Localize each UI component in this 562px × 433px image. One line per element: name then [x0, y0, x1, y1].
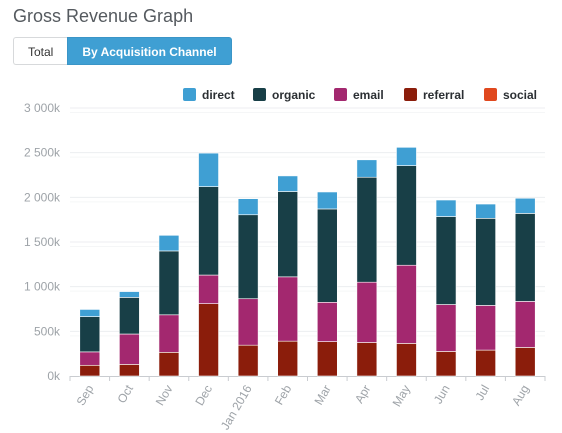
bar-direct[interactable] [475, 203, 496, 219]
bar-referral[interactable] [119, 364, 140, 377]
bar-direct[interactable] [435, 199, 457, 217]
bar-email[interactable] [396, 264, 417, 344]
bar-organic[interactable] [158, 250, 180, 316]
x-tick-label: Aug [509, 383, 532, 408]
legend-label-direct[interactable]: direct [202, 88, 235, 102]
bar-referral[interactable] [79, 364, 101, 377]
bar-referral[interactable] [237, 344, 259, 377]
by-acquisition-channel-button[interactable]: By Acquisition Channel [67, 37, 232, 65]
y-tick-label: 500k [34, 324, 61, 338]
bar-referral[interactable] [435, 351, 457, 377]
y-tick-label: 0k [47, 369, 61, 383]
bar-organic[interactable] [475, 218, 496, 306]
bar-organic[interactable] [396, 165, 417, 266]
bar-direct[interactable] [277, 175, 299, 192]
x-tick-label: Oct [115, 382, 137, 406]
legend-label-referral[interactable]: referral [423, 88, 464, 102]
bar-email[interactable] [277, 276, 299, 342]
bar-organic[interactable] [356, 176, 378, 283]
bar-referral[interactable] [198, 303, 219, 377]
bar-organic[interactable] [79, 316, 101, 353]
x-tick-label: Sep [74, 382, 97, 408]
bar-email[interactable] [119, 333, 140, 365]
bar-direct[interactable] [198, 152, 219, 187]
bar-direct[interactable] [316, 191, 338, 210]
bar-direct[interactable] [396, 147, 417, 166]
bar-email[interactable] [316, 301, 338, 342]
bar-referral[interactable] [475, 349, 496, 377]
x-tick-label: Apr [352, 383, 373, 406]
x-tick-label: Jul [472, 383, 492, 403]
page-title: Gross Revenue Graph [13, 6, 194, 26]
x-tick-label: Jan 2016 [218, 382, 255, 432]
bar-email[interactable] [435, 304, 457, 352]
bar-direct[interactable] [237, 198, 259, 216]
x-tick-label: Jun [431, 383, 453, 407]
x-tick-label: Dec [192, 383, 215, 408]
bar-organic[interactable] [277, 191, 299, 278]
y-tick-label: 2 000k [24, 190, 61, 204]
bar-email[interactable] [198, 274, 219, 304]
x-tick-label: May [390, 383, 413, 410]
bar-organic[interactable] [316, 208, 338, 303]
bar-referral[interactable] [158, 352, 180, 377]
bar-organic[interactable] [514, 213, 536, 302]
bar-direct[interactable] [119, 291, 140, 298]
x-tick-label: Nov [153, 383, 176, 408]
x-tick-label: Mar [311, 383, 333, 408]
bar-referral[interactable] [316, 341, 338, 377]
legend-swatch-email[interactable] [334, 88, 347, 101]
bar-email[interactable] [79, 351, 101, 366]
legend-label-social[interactable]: social [503, 88, 537, 102]
bar-email[interactable] [158, 314, 180, 353]
bar-referral[interactable] [356, 342, 378, 377]
bar-email[interactable] [237, 298, 259, 346]
bar-email[interactable] [475, 305, 496, 351]
y-tick-label: 1 000k [24, 280, 61, 294]
bar-direct[interactable] [514, 197, 536, 214]
bar-organic[interactable] [198, 186, 219, 276]
bar-email[interactable] [356, 281, 378, 343]
legend-label-organic[interactable]: organic [272, 88, 316, 102]
legend-swatch-organic[interactable] [253, 88, 266, 101]
y-tick-label: 1 500k [24, 235, 61, 249]
view-toggle: Total By Acquisition Channel [13, 37, 232, 65]
legend-swatch-referral[interactable] [404, 88, 417, 101]
bar-referral[interactable] [277, 340, 299, 377]
y-tick-label: 2 500k [24, 146, 61, 160]
legend-swatch-social[interactable] [484, 88, 497, 101]
bar-organic[interactable] [237, 214, 259, 300]
y-tick-label: 3 000k [24, 101, 61, 115]
bar-direct[interactable] [158, 235, 180, 252]
total-button[interactable]: Total [13, 37, 68, 65]
bar-referral[interactable] [514, 347, 536, 377]
bar-direct[interactable] [79, 309, 101, 317]
bar-organic[interactable] [435, 216, 457, 305]
bar-email[interactable] [514, 301, 536, 348]
legend-label-email[interactable]: email [353, 88, 384, 102]
bar-referral[interactable] [396, 343, 417, 377]
bar-direct[interactable] [356, 159, 378, 178]
x-tick-label: Feb [272, 382, 295, 407]
bar-organic[interactable] [119, 297, 140, 335]
legend-swatch-direct[interactable] [183, 88, 196, 101]
